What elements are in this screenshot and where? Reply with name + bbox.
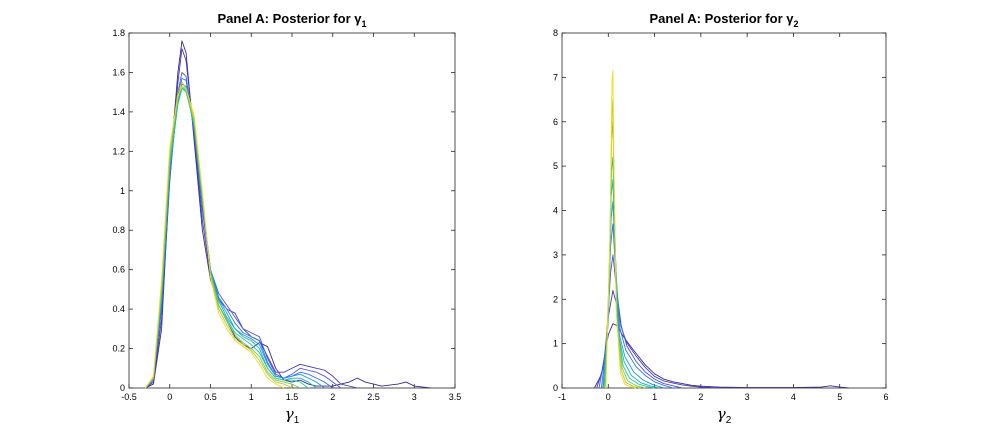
- y-tick-label: 3: [553, 250, 558, 260]
- series-group: [144, 40, 431, 389]
- plot-area: [128, 32, 456, 389]
- y-tick-label: 6: [553, 117, 558, 127]
- x-axis-label: γ2: [717, 405, 732, 426]
- x-tick-label: 1: [652, 392, 657, 402]
- series-line-2: [596, 289, 720, 389]
- x-tick-label: 6: [883, 392, 888, 402]
- series-line-1: [594, 323, 850, 389]
- series-line-10: [605, 70, 637, 389]
- y-tick-label: 8: [553, 28, 558, 38]
- series-line-7: [144, 87, 309, 389]
- y-tick-label: 0: [120, 383, 125, 393]
- y-tick-label: 0: [553, 383, 558, 393]
- y-tick-label: 2: [553, 294, 558, 304]
- series-line-8: [144, 85, 301, 389]
- chart-title-text: Panel A: Posterior for γ: [649, 11, 794, 26]
- x-tick-label: 4: [791, 392, 796, 402]
- y-tick-label: 0.2: [112, 344, 125, 354]
- y-tick-label: 1.4: [112, 107, 125, 117]
- x-tick-label: 1.5: [286, 392, 299, 402]
- plot-area: [561, 32, 887, 389]
- y-tick-label: 0.6: [112, 265, 125, 275]
- series-group: [594, 70, 850, 389]
- y-tick-label: 7: [553, 72, 558, 82]
- series-line-6: [144, 87, 317, 389]
- x-tick-label: 3: [412, 392, 417, 402]
- series-line-10: [144, 85, 285, 389]
- x-tick-label: 3: [745, 392, 750, 402]
- y-tick-label: 1.6: [112, 67, 125, 77]
- x-axis-label-text: γ: [285, 405, 294, 423]
- y-tick-label: 4: [553, 206, 558, 216]
- series-line-1: [145, 40, 431, 389]
- x-axis-label-subscript: 2: [726, 415, 732, 426]
- x-tick-label: 1: [249, 392, 254, 402]
- y-tick-label: 1.8: [112, 28, 125, 38]
- x-tick-label: 0.5: [204, 392, 217, 402]
- x-tick-label: -0.5: [121, 392, 137, 402]
- y-tick-label: 1: [553, 339, 558, 349]
- x-tick-label: 2: [698, 392, 703, 402]
- y-tick-label: 5: [553, 161, 558, 171]
- y-tick-label: 1.2: [112, 146, 125, 156]
- x-axis-label-subscript: 1: [294, 415, 300, 426]
- y-tick-label: 0.4: [112, 304, 125, 314]
- x-axis-label-text: γ: [717, 405, 726, 423]
- x-tick-label: -1: [558, 392, 566, 402]
- y-tick-label: 0.8: [112, 225, 125, 235]
- panel-gamma1: Panel A: Posterior for γ1-0.5 0 0.5 1 1.5 2 2.…: [112, 11, 461, 426]
- x-axis-label: γ1: [285, 405, 300, 426]
- chart-title-subscript: 1: [361, 19, 366, 29]
- x-tick-label: 2.5: [367, 392, 380, 402]
- chart-title-text: Panel A: Posterior for γ: [217, 11, 362, 26]
- x-tick-label: 3.5: [449, 392, 462, 402]
- series-line-3: [598, 254, 683, 389]
- x-tick-label: 0: [606, 392, 611, 402]
- chart-title-subscript: 2: [793, 19, 798, 29]
- series-line-3: [144, 71, 342, 389]
- x-tick-label: 2: [330, 392, 335, 402]
- panel-gamma2: Panel A: Posterior for γ2-1 0 1 2 3 4 5 6012345…: [553, 11, 889, 426]
- chart-title: Panel A: Posterior for γ1: [217, 11, 366, 29]
- x-tick-label: 0: [167, 392, 172, 402]
- x-tick-label: 5: [837, 392, 842, 402]
- chart-title: Panel A: Posterior for γ2: [649, 11, 798, 29]
- y-tick-label: 1: [120, 186, 125, 196]
